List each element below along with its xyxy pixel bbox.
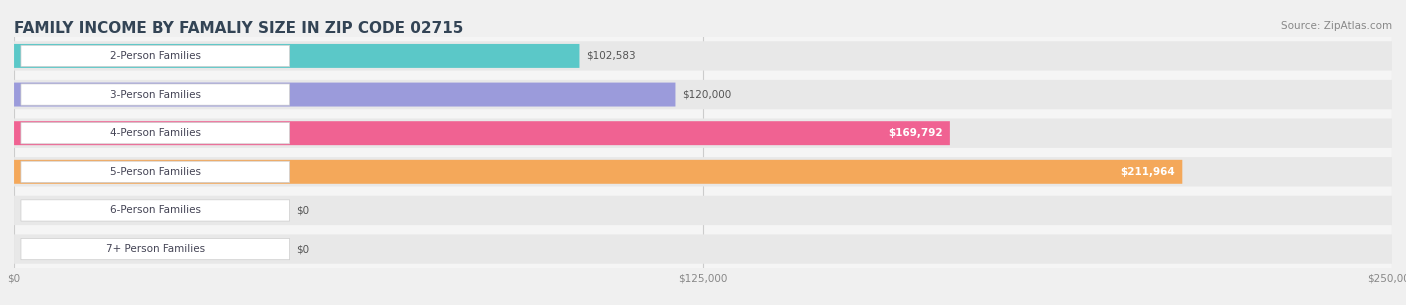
FancyBboxPatch shape: [21, 45, 290, 66]
Text: $102,583: $102,583: [586, 51, 636, 61]
Text: $120,000: $120,000: [682, 90, 731, 99]
Text: $0: $0: [297, 244, 309, 254]
FancyBboxPatch shape: [14, 119, 1392, 148]
FancyBboxPatch shape: [14, 83, 675, 106]
FancyBboxPatch shape: [21, 161, 290, 182]
Text: 4-Person Families: 4-Person Families: [111, 128, 201, 138]
FancyBboxPatch shape: [14, 157, 1392, 186]
Text: FAMILY INCOME BY FAMALIY SIZE IN ZIP CODE 02715: FAMILY INCOME BY FAMALIY SIZE IN ZIP COD…: [14, 21, 464, 36]
Text: 2-Person Families: 2-Person Families: [111, 51, 201, 61]
FancyBboxPatch shape: [21, 84, 290, 105]
Text: 6-Person Families: 6-Person Families: [111, 206, 201, 215]
FancyBboxPatch shape: [14, 121, 950, 145]
FancyBboxPatch shape: [14, 160, 1182, 184]
Text: $211,964: $211,964: [1121, 167, 1175, 177]
FancyBboxPatch shape: [21, 200, 290, 221]
Text: 3-Person Families: 3-Person Families: [111, 90, 201, 99]
FancyBboxPatch shape: [14, 44, 579, 68]
FancyBboxPatch shape: [21, 239, 290, 260]
FancyBboxPatch shape: [14, 80, 1392, 109]
Text: $0: $0: [297, 206, 309, 215]
Text: $169,792: $169,792: [889, 128, 943, 138]
FancyBboxPatch shape: [14, 41, 1392, 70]
FancyBboxPatch shape: [14, 235, 1392, 264]
Text: Source: ZipAtlas.com: Source: ZipAtlas.com: [1281, 21, 1392, 31]
FancyBboxPatch shape: [21, 123, 290, 144]
FancyBboxPatch shape: [14, 196, 1392, 225]
Text: 5-Person Families: 5-Person Families: [111, 167, 201, 177]
Text: 7+ Person Families: 7+ Person Families: [107, 244, 205, 254]
